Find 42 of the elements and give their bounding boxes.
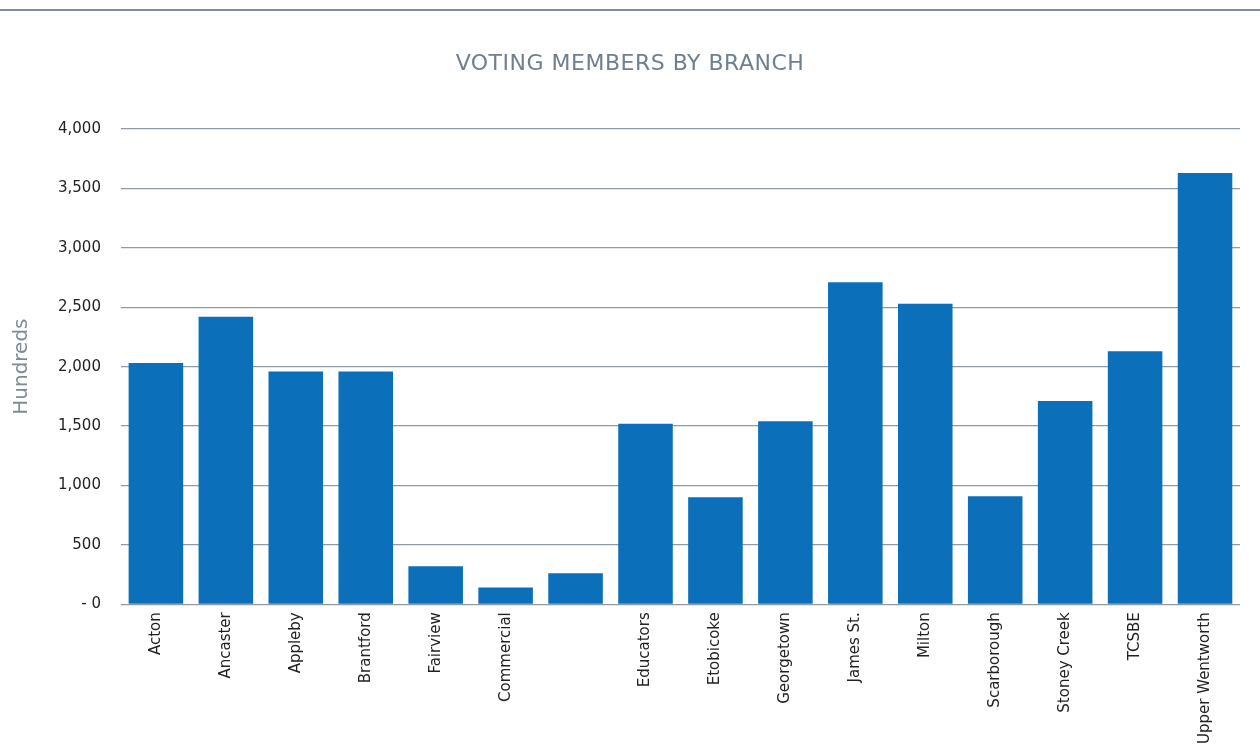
bar <box>478 587 533 604</box>
y-tick-label: 1,000 <box>57 475 101 494</box>
x-tick-label: Etobicoke <box>705 612 724 686</box>
bar <box>1037 401 1093 604</box>
x-tick-label: Georgetown <box>775 612 794 704</box>
y-tick-label: 3,500 <box>57 178 101 197</box>
x-tick-label: James St. <box>845 612 864 684</box>
x-tick-label: Scarborough <box>985 612 1004 708</box>
bar <box>128 363 184 604</box>
bar <box>828 282 883 604</box>
bar <box>1177 172 1233 604</box>
bar <box>408 566 463 604</box>
x-tick-label: Appleby <box>285 612 304 674</box>
bar <box>967 496 1023 604</box>
x-tick-label: Upper Wentworth <box>1194 612 1213 745</box>
bar <box>268 371 324 604</box>
bar <box>548 573 603 604</box>
bar <box>897 303 953 604</box>
y-tick-label: 2,000 <box>57 356 101 375</box>
x-tick-label: Acton <box>145 612 164 656</box>
y-tick-label: 1,500 <box>57 415 101 434</box>
x-tick-label: Stoney Creek <box>1055 611 1074 713</box>
y-tick-label: 500 <box>72 534 101 553</box>
y-tick-label: 3,000 <box>57 237 101 256</box>
bar <box>618 423 673 604</box>
x-tick-label: Ancaster <box>215 611 234 679</box>
y-tick-label: 2,500 <box>57 297 101 316</box>
bar <box>1107 351 1163 604</box>
bar <box>688 497 743 604</box>
x-tick-label: Educators <box>635 612 654 688</box>
x-tick-label: Milton <box>915 612 934 659</box>
x-tick-label: Brantford <box>355 612 374 684</box>
bar <box>758 421 813 604</box>
x-tick-label: Fairview <box>425 612 444 674</box>
bar <box>198 316 254 604</box>
y-axis-title: Hundreds <box>8 318 33 415</box>
y-tick-label: - 0 <box>81 594 101 613</box>
x-tick-label: TCSBE <box>1124 612 1143 662</box>
x-tick-label: Commercial <box>495 612 514 702</box>
bar <box>338 371 394 604</box>
y-tick-label: 4,000 <box>57 118 101 137</box>
chart-title: VOTING MEMBERS BY BRANCH <box>454 50 806 75</box>
